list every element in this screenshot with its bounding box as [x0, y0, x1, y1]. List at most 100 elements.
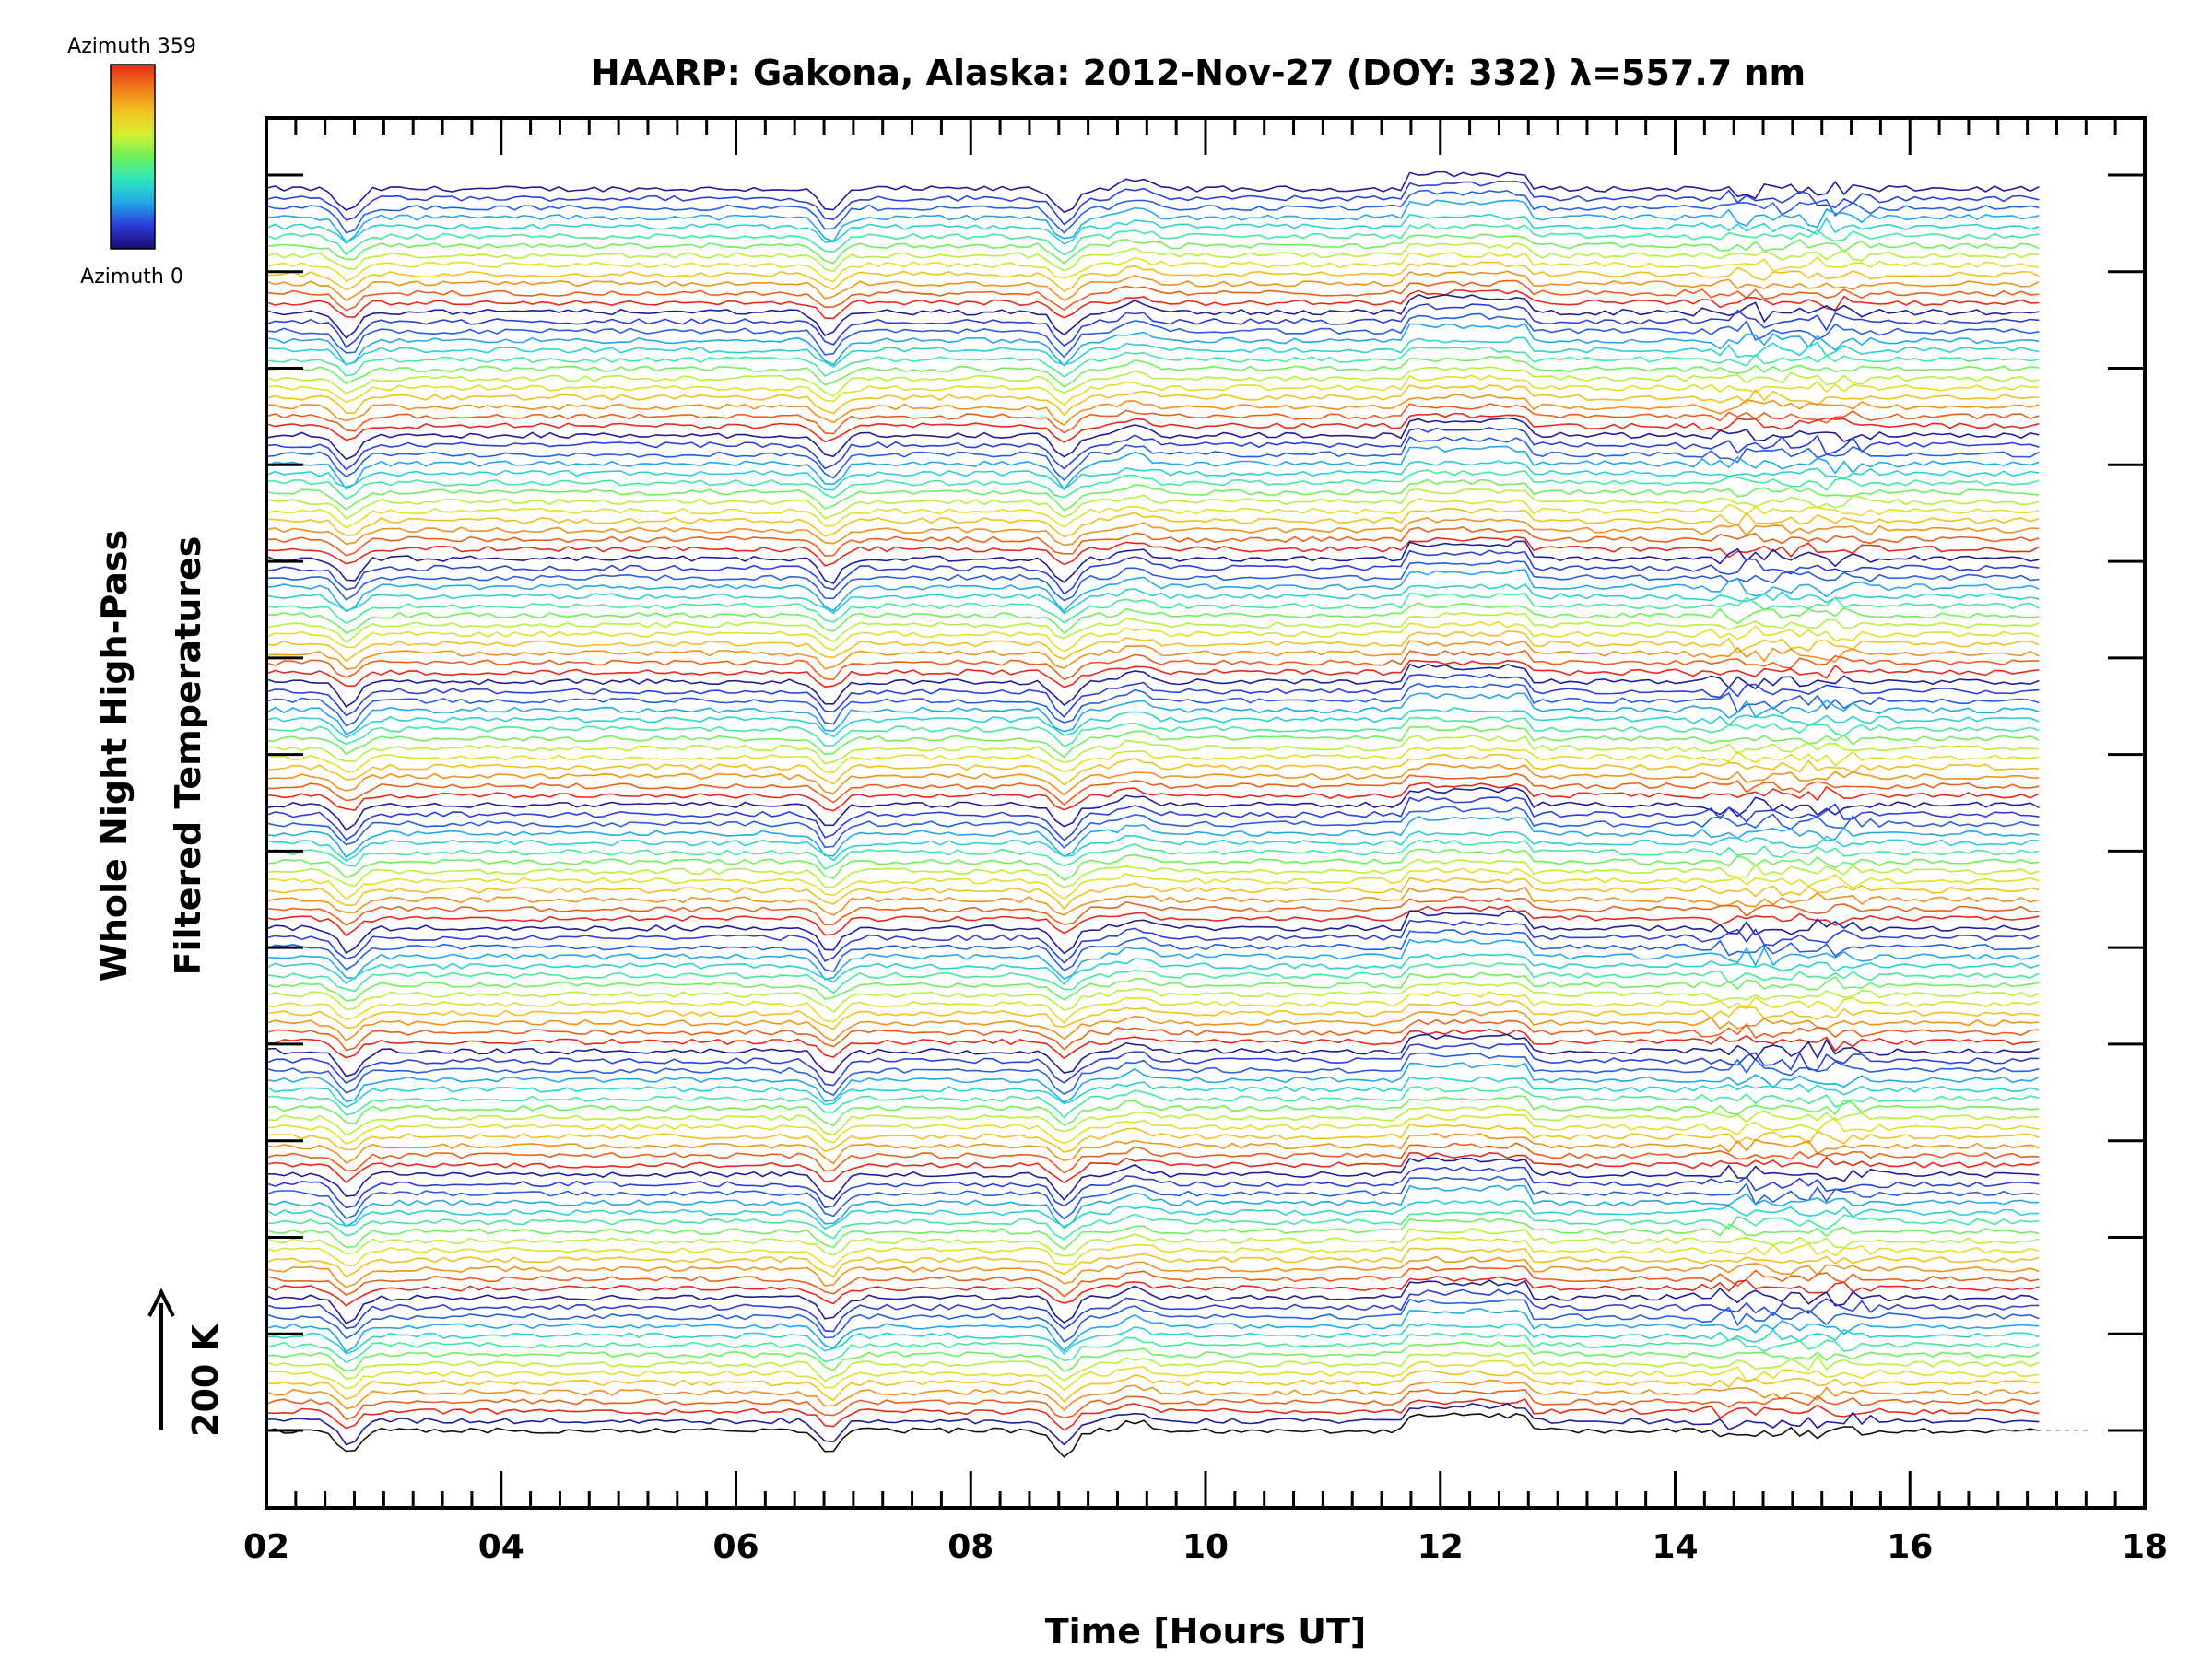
- series-line: [265, 602, 2040, 635]
- series-line: [265, 1095, 2040, 1127]
- series-line: [265, 830, 2040, 862]
- series-line: [265, 312, 2040, 359]
- series-line: [265, 806, 2040, 850]
- x-tick-label: 16: [1887, 1528, 1933, 1566]
- series-line: [265, 735, 2040, 765]
- series-line: [265, 251, 2040, 283]
- series-line: [265, 427, 2040, 471]
- series-line: [265, 867, 2040, 900]
- series-line: [265, 293, 2040, 339]
- series-line: [265, 241, 2040, 273]
- series-line: [265, 1076, 2040, 1109]
- series-line: [265, 526, 2040, 558]
- series-line: [265, 270, 2040, 301]
- series-line: [265, 858, 2040, 888]
- series-line: [265, 1209, 2040, 1241]
- series-line: [265, 213, 2040, 245]
- y-axis-title-line2: Filtered Temperatures: [168, 536, 208, 976]
- series-line: [265, 279, 2040, 312]
- series-line: [265, 1000, 2040, 1030]
- series-line: [265, 692, 2040, 736]
- series-line: [265, 403, 2040, 435]
- x-tick-label: 14: [1652, 1528, 1698, 1566]
- series-line: [265, 1142, 2040, 1174]
- series-line: [265, 516, 2040, 547]
- series-line: [265, 1028, 2040, 1060]
- scale-bar-label: 200 K: [185, 1323, 226, 1437]
- series-line: [265, 1288, 2040, 1333]
- tick-layer: [265, 118, 2147, 1508]
- series-line: [265, 323, 2040, 367]
- series-line: [265, 1332, 2040, 1364]
- x-tick-label: 18: [2122, 1528, 2168, 1566]
- scale-bar-arrowhead: [147, 1288, 175, 1317]
- series-line: [265, 593, 2040, 625]
- series-line: [265, 535, 2040, 567]
- series-line: [265, 1105, 2040, 1136]
- series-line: [265, 816, 2040, 859]
- series-line: [265, 199, 2040, 244]
- series-line: [265, 261, 2040, 293]
- series-line: [265, 1151, 2040, 1184]
- series-line: [265, 460, 2040, 491]
- series-line: [265, 1255, 2040, 1288]
- series-line: [265, 839, 2040, 870]
- series-line: [265, 919, 2040, 964]
- series-line: [265, 394, 2040, 427]
- series-line: [265, 763, 2040, 796]
- series-line: [265, 1018, 2040, 1052]
- series-line: [265, 611, 2040, 644]
- series-line: [265, 1062, 2040, 1103]
- chart-title: HAARP: Gakona, Alaska: 2012-Nov-27 (DOY:…: [591, 53, 1806, 93]
- colorbar-gradient: [110, 64, 156, 250]
- series-line: [265, 507, 2040, 538]
- series-line: [265, 1175, 2040, 1220]
- series-line: [265, 1351, 2040, 1382]
- series-line: [265, 366, 2040, 397]
- series-line: [265, 905, 2040, 937]
- x-axis-title: Time [Hours UT]: [1045, 1611, 1367, 1652]
- series-line: [265, 938, 2040, 981]
- series-line: [265, 896, 2040, 926]
- series-line: [265, 303, 2040, 349]
- series-line: [265, 886, 2040, 916]
- series-line: [265, 1228, 2040, 1257]
- series-line: [265, 1133, 2040, 1165]
- series-line: [265, 1276, 2040, 1307]
- series-line: [265, 682, 2040, 727]
- series-line: [265, 971, 2040, 1002]
- series-line: [265, 1412, 2040, 1458]
- series-line: [265, 1218, 2040, 1251]
- series-line: [265, 877, 2040, 911]
- series-line: [265, 478, 2040, 512]
- series-line: [265, 417, 2040, 461]
- series-line: [265, 1247, 2040, 1278]
- series-line: [265, 336, 2040, 368]
- series-line: [265, 1370, 2040, 1404]
- series-line: [265, 1052, 2040, 1097]
- series-line: [265, 435, 2040, 482]
- series-line: [265, 786, 2040, 831]
- series-line: [265, 569, 2040, 613]
- x-tick-label: 02: [243, 1528, 289, 1566]
- series-line: [265, 952, 2040, 986]
- series-layer: [265, 171, 2040, 1458]
- series-line: [265, 549, 2040, 595]
- series-line: [265, 1341, 2040, 1373]
- series-line: [265, 640, 2040, 670]
- x-tick-label: 08: [947, 1528, 994, 1566]
- series-line: [265, 961, 2040, 994]
- series-line: [265, 540, 2040, 584]
- series-line: [265, 445, 2040, 491]
- series-line: [265, 1237, 2040, 1269]
- series-line: [265, 725, 2040, 759]
- series-line: [265, 180, 2040, 226]
- y-axis-title-line1: Whole Night High-Pass: [94, 530, 135, 982]
- series-line: [265, 1199, 2040, 1230]
- series-line: [265, 171, 2040, 214]
- series-line: [265, 620, 2040, 653]
- series-line: [265, 223, 2040, 256]
- series-line: [265, 289, 2040, 320]
- series-line: [265, 1166, 2040, 1209]
